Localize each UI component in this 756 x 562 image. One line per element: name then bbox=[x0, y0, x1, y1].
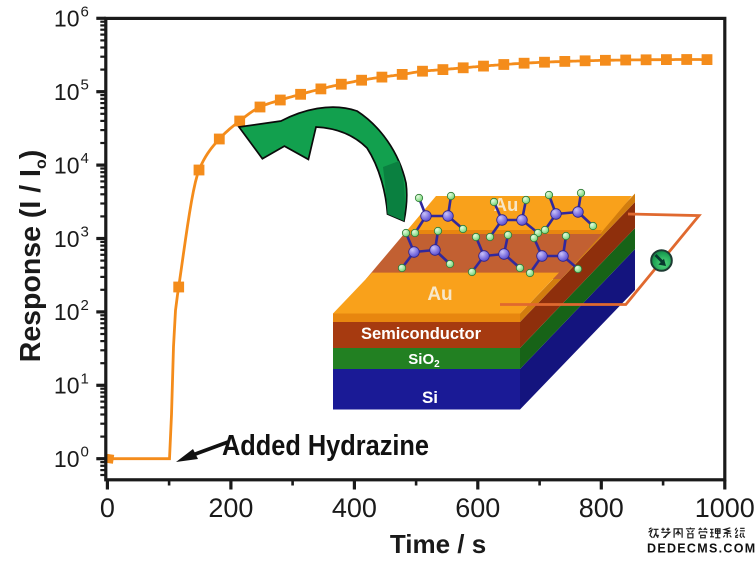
svg-text:SiO2: SiO2 bbox=[408, 351, 440, 370]
svg-text:10: 10 bbox=[54, 299, 80, 325]
svg-text:4: 4 bbox=[81, 150, 89, 167]
svg-text:10: 10 bbox=[54, 446, 80, 472]
svg-text:6: 6 bbox=[81, 3, 89, 20]
svg-text:Au: Au bbox=[427, 284, 452, 305]
svg-text:Au: Au bbox=[494, 194, 519, 215]
svg-text:0: 0 bbox=[100, 493, 115, 523]
svg-text:0: 0 bbox=[81, 444, 89, 461]
svg-text:Semiconductor: Semiconductor bbox=[361, 325, 482, 343]
svg-text:DEDECMS.COM: DEDECMS.COM bbox=[647, 542, 756, 556]
svg-text:800: 800 bbox=[579, 493, 624, 523]
svg-text:200: 200 bbox=[208, 493, 253, 523]
svg-text:1: 1 bbox=[81, 370, 89, 387]
svg-text:Time / s: Time / s bbox=[390, 529, 486, 559]
svg-text:10: 10 bbox=[54, 226, 80, 252]
svg-text:10: 10 bbox=[54, 373, 80, 399]
svg-text:Added Hydrazine: Added Hydrazine bbox=[222, 430, 429, 462]
svg-text:Si: Si bbox=[422, 388, 438, 407]
svg-text:600: 600 bbox=[455, 493, 500, 523]
svg-text:400: 400 bbox=[332, 493, 377, 523]
svg-text:1000: 1000 bbox=[695, 493, 755, 523]
svg-text:10: 10 bbox=[54, 152, 80, 178]
svg-text:3: 3 bbox=[81, 224, 89, 241]
svg-text:Response (I / Io): Response (I / Io) bbox=[15, 150, 50, 363]
svg-text:10: 10 bbox=[54, 79, 80, 105]
svg-text:10: 10 bbox=[54, 6, 80, 32]
svg-text:5: 5 bbox=[81, 77, 89, 94]
svg-text:2: 2 bbox=[81, 297, 89, 314]
